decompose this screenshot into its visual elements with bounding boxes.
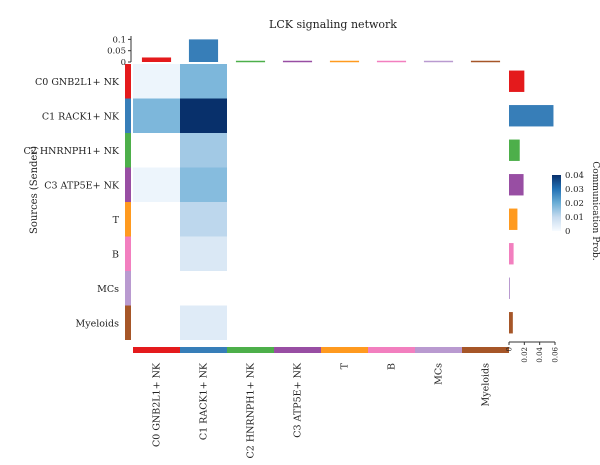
heatmap-cell — [133, 64, 180, 99]
column-color-strip — [133, 347, 509, 353]
column-label: T — [340, 362, 351, 369]
top-axis-tick-label: 0.1 — [112, 35, 126, 45]
colorbar-tick-label: 0 — [565, 227, 570, 237]
heatmap-cell — [133, 98, 180, 133]
row-color-strip — [125, 64, 131, 340]
right-bar — [509, 105, 554, 127]
right-bar — [509, 174, 524, 196]
right-bar — [509, 139, 520, 161]
right-bar — [509, 208, 518, 230]
top-bar-chart: 00.05 0.1 — [107, 35, 501, 68]
row-strip-segment — [125, 98, 131, 133]
right-bar — [509, 70, 525, 92]
column-label: C2 HNRNPH1+ NK — [246, 362, 257, 458]
column-label: MCs — [434, 363, 445, 385]
right-bar — [509, 277, 510, 299]
colorbar-title: Communication Prob. — [590, 161, 600, 260]
right-bar-chart: 0 0.02 0.04 0.06 — [506, 70, 560, 363]
column-label: B — [387, 363, 398, 370]
row-label: C0 GNB2L1+ NK — [35, 77, 120, 88]
column-strip-segment — [462, 347, 509, 353]
column-label: Myeloids — [481, 363, 492, 407]
colorbar-tick-label: 0.03 — [565, 185, 584, 195]
colorbar-tick-label: 0.02 — [565, 199, 584, 209]
heatmap-cell — [180, 202, 227, 237]
top-bar — [188, 39, 219, 62]
row-strip-segment — [125, 167, 131, 202]
right-axis-tick-label: 0.02 — [521, 347, 529, 363]
right-bar — [509, 312, 513, 334]
column-strip-segment — [133, 347, 180, 353]
row-label: B — [112, 249, 119, 260]
row-labels: C0 GNB2L1+ NK C1 RACK1+ NK C2 HNRNPH1+ NK C… — [23, 77, 119, 330]
right-axis-tick-label: 0.06 — [552, 346, 560, 362]
heatmap-cell — [180, 133, 227, 168]
heatmap-cell — [180, 64, 227, 99]
row-label: C2 HNRNPH1+ NK — [23, 146, 119, 157]
column-strip-segment — [321, 347, 368, 353]
row-label: MCs — [97, 284, 119, 295]
column-labels: C0 GNB2L1+ NK C1 RACK1+ NK C2 HNRNPH1+ NK C… — [152, 362, 492, 458]
row-strip-segment — [125, 236, 131, 271]
top-axis-tick-label: 0 — [121, 58, 126, 68]
row-strip-segment — [125, 202, 131, 237]
right-axis-tick-label: 0.04 — [536, 346, 544, 362]
row-label: Myeloids — [76, 318, 120, 329]
column-label: C1 RACK1+ NK — [199, 362, 210, 440]
row-label: C1 RACK1+ NK — [42, 111, 120, 122]
row-strip-segment — [125, 305, 131, 340]
heatmap-cell — [133, 167, 180, 202]
right-axis-tick-label: 0 — [506, 347, 514, 351]
row-strip-segment — [125, 133, 131, 168]
row-strip-segment — [125, 64, 131, 99]
column-strip-segment — [227, 347, 274, 353]
heatmap-grid — [133, 64, 227, 340]
heatmap-cell — [180, 305, 227, 340]
column-strip-segment — [180, 347, 227, 353]
row-label: T — [113, 215, 120, 226]
colorbar-tick-label: 0.01 — [565, 213, 584, 223]
colorbar-tick-label: 0.04 — [565, 171, 584, 181]
top-axis-tick-label: 0.05 — [107, 47, 126, 57]
column-strip-segment — [415, 347, 462, 353]
row-label: C3 ATP5E+ NK — [44, 180, 120, 191]
heatmap-cell — [180, 98, 227, 133]
column-strip-segment — [274, 347, 321, 353]
row-strip-segment — [125, 271, 131, 306]
top-bar — [141, 57, 172, 62]
y-axis-title: Sources (Sender) — [29, 146, 40, 234]
column-strip-segment — [368, 347, 415, 353]
column-label: C0 GNB2L1+ NK — [152, 362, 163, 447]
heatmap-cell — [180, 167, 227, 202]
chart-title: LCK signaling network — [269, 18, 397, 31]
heatmap-cell — [180, 236, 227, 271]
column-label: C3 ATP5E+ NK — [293, 362, 304, 438]
right-bar — [509, 243, 514, 265]
colorbar-legend: 0 0.01 0.02 0.03 0.04 Communication Prob. — [552, 161, 600, 261]
colorbar-scale — [552, 175, 561, 231]
